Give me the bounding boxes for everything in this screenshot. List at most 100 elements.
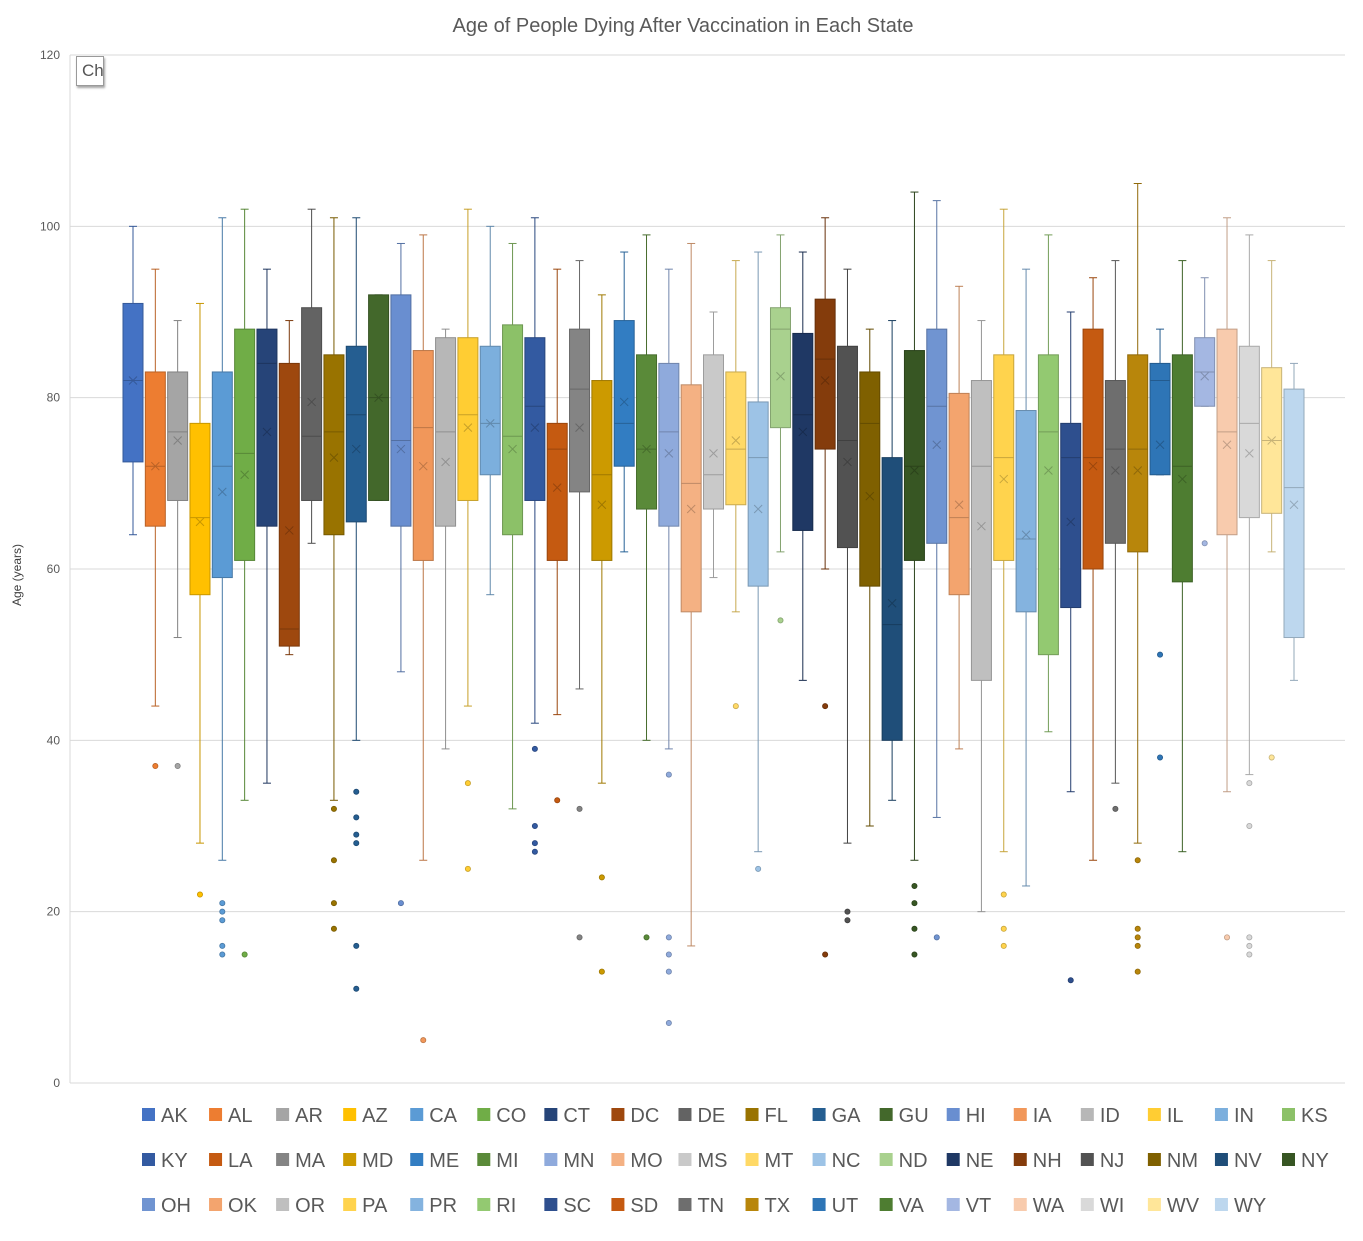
outlier-point [665, 1020, 672, 1027]
box-tn [1104, 260, 1126, 812]
legend-item-sc: SC [544, 1195, 591, 1217]
box-iqr [970, 380, 992, 681]
box-co [234, 208, 256, 958]
legend-swatch [544, 1198, 558, 1211]
legend-item-pa: PA [343, 1195, 388, 1217]
legend-swatch [477, 1153, 491, 1166]
legend-label: UT [832, 1195, 859, 1217]
legend-swatch [611, 1108, 625, 1121]
box-iqr [256, 328, 278, 527]
legend-label: WY [1234, 1195, 1266, 1217]
mean-marker [1200, 371, 1210, 381]
legend-swatch [1013, 1153, 1027, 1166]
legend-label: NE [966, 1150, 994, 1172]
legend-swatch [477, 1198, 491, 1211]
legend-label: TX [765, 1195, 791, 1217]
outlier-point [353, 985, 360, 992]
legend-swatch [1013, 1108, 1027, 1121]
outlier-point [1268, 754, 1275, 761]
legend-swatch [678, 1153, 692, 1166]
box-iqr [1082, 328, 1104, 570]
box-ak [122, 225, 144, 536]
mean-marker [753, 504, 763, 514]
legend-item-la: LA [209, 1150, 253, 1172]
y-tick-label: 0 [53, 1076, 60, 1090]
box-ok [948, 285, 970, 750]
legend-label: MD [362, 1150, 393, 1172]
legend-item-fl: FL [745, 1105, 788, 1127]
legend-item-me: ME [410, 1150, 459, 1172]
box-nm [859, 328, 881, 827]
mean-marker [1066, 517, 1076, 527]
legend-swatch [611, 1198, 625, 1211]
outlier-point [464, 780, 471, 787]
legend-label: NY [1301, 1150, 1329, 1172]
box-iqr [769, 307, 791, 429]
mean-marker [664, 448, 674, 458]
legend-swatch [343, 1153, 357, 1166]
legend-swatch [1080, 1198, 1094, 1211]
outlier-point [1112, 805, 1119, 812]
legend-item-ct: CT [544, 1105, 590, 1127]
legend-label: LA [228, 1150, 253, 1172]
mean-marker [418, 461, 428, 471]
box-gu [368, 294, 390, 501]
chart-elements-button[interactable]: Ch [76, 56, 104, 86]
box-iqr [457, 337, 479, 501]
box-ar [167, 320, 189, 770]
legend-swatch [142, 1198, 155, 1211]
legend-swatch [745, 1153, 759, 1166]
mean-marker [798, 427, 808, 437]
box-iqr [636, 354, 658, 510]
mean-marker [686, 504, 696, 514]
legend-label: CA [429, 1105, 457, 1127]
outlier-point [1201, 540, 1208, 547]
legend-label: WI [1100, 1195, 1124, 1217]
legend-swatch [1214, 1198, 1228, 1211]
legend-label: GA [832, 1105, 862, 1127]
box-fl [323, 217, 345, 932]
legend-item-ut: UT [812, 1195, 859, 1217]
legend-swatch [1080, 1153, 1094, 1166]
legend-swatch [1282, 1153, 1295, 1166]
outlier-point [1224, 934, 1231, 941]
box-iqr [167, 371, 189, 501]
outlier-point [1246, 951, 1253, 958]
outlier-point [732, 703, 739, 710]
legend-item-wi: WI [1080, 1195, 1124, 1217]
box-iqr [278, 362, 300, 647]
outlier-point [353, 814, 360, 821]
legend-swatch [410, 1198, 424, 1211]
legend-item-mn: MN [544, 1150, 594, 1172]
box-wi [1238, 234, 1260, 958]
legend-item-md: MD [343, 1150, 393, 1172]
box-iqr [1037, 354, 1059, 656]
box-hi [390, 242, 412, 907]
box-iqr [546, 422, 568, 561]
legend-item-de: DE [678, 1105, 725, 1127]
box-ks [502, 242, 524, 810]
mean-marker [1155, 440, 1165, 450]
legend-swatch [1147, 1153, 1161, 1166]
outlier-point [576, 805, 583, 812]
outlier-point [330, 900, 337, 907]
y-axis-ticks: 0 20 40 60 80 100 120 [40, 48, 60, 1090]
legend-swatch [1214, 1108, 1228, 1121]
legend-label: MN [563, 1150, 594, 1172]
mean-marker [1289, 500, 1299, 510]
box-nh [814, 217, 836, 958]
outlier-point [531, 745, 538, 752]
legend-label: KS [1301, 1105, 1328, 1127]
outlier-point [353, 942, 360, 949]
box-sd [1082, 277, 1104, 861]
legend-swatch [209, 1108, 223, 1121]
box-md [591, 294, 613, 975]
box-wy [1283, 362, 1305, 681]
outlier-point [1157, 754, 1164, 761]
outlier-point [1000, 891, 1007, 898]
box-iqr [323, 354, 345, 536]
outlier-point [665, 771, 672, 778]
mean-marker [240, 470, 249, 480]
box-iqr [189, 422, 211, 596]
mean-marker [463, 423, 473, 433]
